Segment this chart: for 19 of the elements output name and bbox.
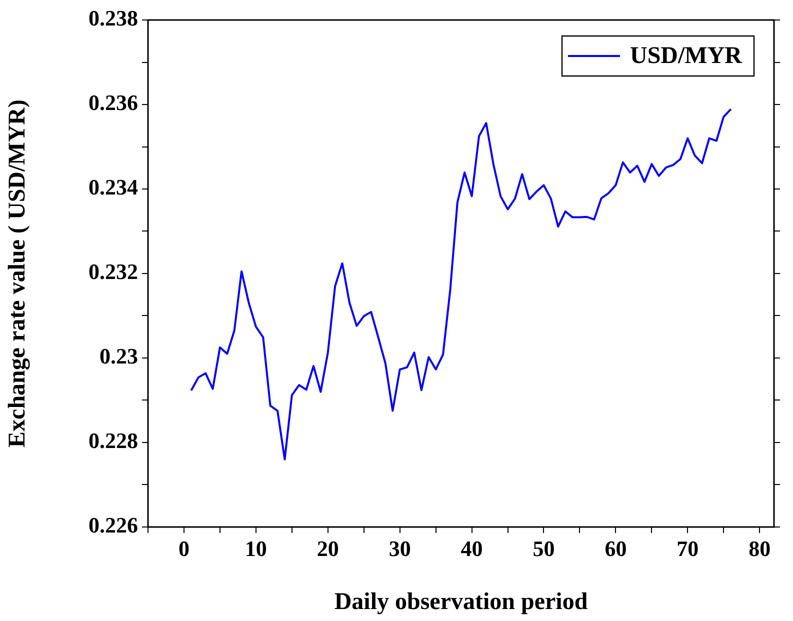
legend-label: USD/MYR	[630, 43, 743, 70]
x-tick-label: 70	[676, 536, 699, 561]
y-tick-label: 0.228	[88, 428, 138, 454]
y-tick-label: 0.234	[88, 174, 138, 200]
y-tick-label: 0.23	[100, 344, 138, 369]
x-tick-label: 80	[748, 536, 771, 561]
y-axis-title: Exchange rate value ( USD/MYR)	[4, 100, 31, 448]
y-tick-label: 0.238	[88, 6, 138, 31]
x-tick-label: 0	[178, 536, 190, 561]
x-tick-label: 60	[604, 536, 627, 561]
x-tick-label: 40	[460, 536, 483, 561]
x-tick-label: 20	[316, 536, 339, 561]
x-tick-label: 10	[244, 536, 267, 561]
x-axis-title: Daily observation period	[334, 588, 588, 615]
y-tick-label: 0.236	[88, 90, 138, 116]
y-tick-label: 0.226	[88, 512, 138, 538]
x-tick-label: 30	[388, 536, 411, 561]
x-tick-label: 50	[532, 536, 555, 561]
y-tick-label: 0.232	[88, 259, 138, 284]
